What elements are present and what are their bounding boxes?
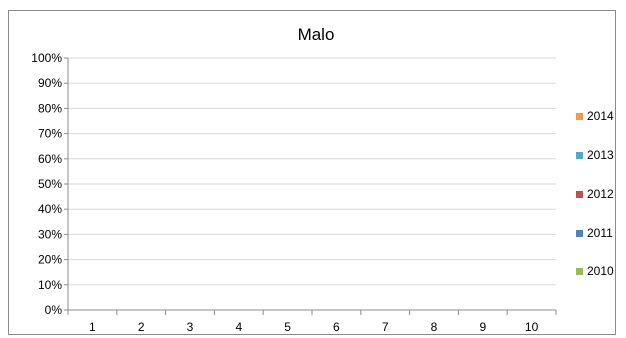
legend-item-2010: 2010 [576, 263, 614, 279]
x-tick-labels: 1 2 3 4 5 6 7 8 9 10 [89, 320, 539, 334]
x-tick-label: 5 [284, 320, 291, 334]
x-tick-label: 7 [382, 320, 389, 334]
x-tick-label: 10 [525, 320, 539, 334]
x-tick-label: 3 [187, 320, 194, 334]
y-tick-label: 20% [38, 253, 62, 267]
legend-item-2013: 2013 [576, 147, 614, 163]
chart-title: Malo [298, 25, 335, 44]
y-tick-label: 70% [38, 127, 62, 141]
x-tick-label: 1 [89, 320, 96, 334]
legend-swatch [576, 267, 583, 275]
y-tick-labels: 0% 10% 20% 30% 40% 50% 60% 70% 80% 90% 100% [31, 51, 62, 317]
x-tick-label: 6 [333, 320, 340, 334]
axes [64, 57, 557, 315]
y-tick-label: 30% [38, 227, 62, 241]
y-tick-label: 50% [38, 177, 62, 191]
legend-label: 2014 [587, 109, 614, 123]
legend-item-2014: 2014 [576, 108, 614, 124]
chart-frame [8, 10, 616, 335]
y-tick-label: 0% [45, 303, 63, 317]
y-tick-label: 80% [38, 101, 62, 115]
legend-item-2011: 2011 [576, 225, 613, 241]
x-tick-label: 9 [479, 320, 486, 334]
legend-label: 2010 [587, 264, 614, 278]
legend-swatch [576, 112, 583, 120]
y-tick-label: 60% [38, 152, 62, 166]
y-tick-label: 100% [31, 51, 62, 65]
y-tick-label: 40% [38, 202, 62, 216]
x-tick-label: 4 [235, 320, 242, 334]
legend-label: 2012 [587, 187, 614, 201]
legend: 2014 2013 2012 2011 2010 [576, 100, 626, 290]
legend-item-2012: 2012 [576, 186, 614, 202]
legend-swatch [576, 229, 583, 237]
legend-swatch [576, 151, 583, 159]
x-tick-label: 8 [431, 320, 438, 334]
gridlines [68, 57, 556, 286]
legend-swatch [576, 190, 583, 198]
y-tick-label: 10% [38, 278, 62, 292]
y-tick-label: 90% [38, 76, 62, 90]
x-tick-label: 2 [138, 320, 145, 334]
legend-label: 2013 [587, 148, 614, 162]
legend-label: 2011 [587, 226, 613, 240]
